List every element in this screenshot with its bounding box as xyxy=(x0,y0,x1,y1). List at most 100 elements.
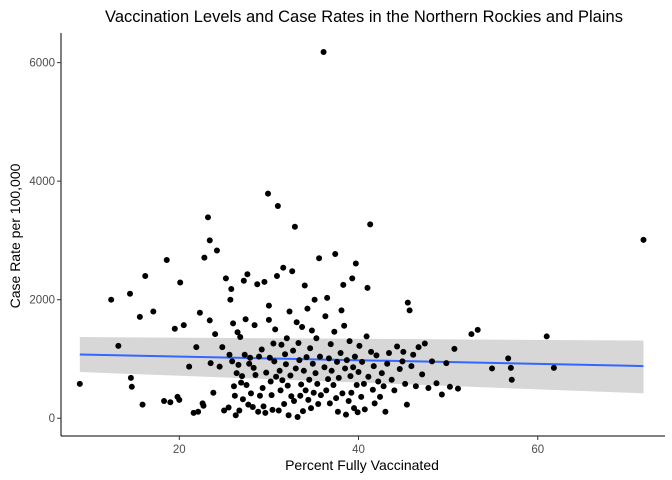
data-point xyxy=(314,380,321,387)
data-point xyxy=(244,271,251,278)
data-point xyxy=(225,404,232,411)
data-point xyxy=(285,412,292,419)
data-point xyxy=(308,405,315,412)
data-point xyxy=(297,392,304,399)
data-point xyxy=(280,264,287,271)
data-point xyxy=(241,351,248,358)
y-ticks: 0 2000 4000 6000 xyxy=(29,58,61,425)
data-point xyxy=(330,382,337,389)
data-point xyxy=(286,308,293,315)
data-point xyxy=(351,405,358,412)
data-point xyxy=(325,376,332,383)
data-point xyxy=(294,414,301,421)
data-point xyxy=(228,286,235,293)
data-point xyxy=(306,376,313,383)
data-point xyxy=(443,360,450,367)
data-point xyxy=(127,290,134,297)
data-point xyxy=(327,341,334,348)
data-point xyxy=(451,345,458,352)
data-point xyxy=(292,365,299,372)
data-point xyxy=(263,369,270,376)
data-point xyxy=(305,396,312,403)
data-point xyxy=(238,379,245,386)
data-point xyxy=(265,302,272,309)
data-point xyxy=(229,358,236,365)
data-point xyxy=(298,381,305,388)
data-point xyxy=(302,387,309,394)
data-point xyxy=(265,190,272,197)
data-point xyxy=(273,373,280,380)
data-point xyxy=(161,398,168,405)
data-point xyxy=(260,403,267,410)
data-point xyxy=(353,382,360,389)
data-point xyxy=(206,317,213,324)
y-tick-label: 6000 xyxy=(29,58,55,70)
data-point xyxy=(342,365,349,372)
data-point xyxy=(291,223,298,230)
data-point xyxy=(256,353,263,360)
data-point xyxy=(247,354,254,361)
data-point xyxy=(282,351,289,358)
data-point xyxy=(252,371,259,378)
data-point xyxy=(316,353,323,360)
data-point xyxy=(399,358,406,365)
data-point xyxy=(76,380,83,387)
data-point xyxy=(204,214,211,221)
data-point xyxy=(171,325,178,332)
data-point xyxy=(364,284,371,291)
data-point xyxy=(176,396,183,403)
data-point xyxy=(340,281,347,288)
data-point xyxy=(415,344,422,351)
data-point xyxy=(300,367,307,374)
data-point xyxy=(272,326,279,333)
data-point xyxy=(249,403,256,410)
data-point xyxy=(216,363,223,370)
data-point xyxy=(230,383,237,390)
data-point xyxy=(382,408,389,415)
data-point xyxy=(233,370,240,377)
data-point xyxy=(355,368,362,375)
data-point xyxy=(384,360,391,367)
data-point xyxy=(295,339,302,346)
data-point xyxy=(543,333,550,340)
data-point xyxy=(251,322,258,329)
data-point xyxy=(293,319,300,326)
data-point xyxy=(196,309,203,316)
chart-title: Vaccination Levels and Case Rates in the… xyxy=(105,8,623,26)
data-point xyxy=(338,307,345,314)
data-point xyxy=(406,307,413,314)
data-point xyxy=(267,378,274,385)
data-point xyxy=(207,360,214,367)
data-point xyxy=(352,260,359,267)
data-point xyxy=(402,380,409,387)
data-point xyxy=(265,316,272,323)
data-point xyxy=(243,382,250,389)
data-point xyxy=(289,268,296,275)
data-point xyxy=(283,335,290,342)
data-point xyxy=(396,366,403,373)
data-point xyxy=(404,299,411,306)
data-point xyxy=(258,346,265,353)
data-point xyxy=(239,373,246,380)
data-point xyxy=(246,360,253,367)
x-tick-label: 20 xyxy=(173,444,186,456)
data-point xyxy=(356,342,363,349)
data-point xyxy=(232,412,239,419)
data-point xyxy=(108,296,115,303)
data-point xyxy=(325,355,332,362)
data-point xyxy=(385,350,392,357)
data-point xyxy=(349,275,356,282)
data-point xyxy=(239,396,246,403)
data-point xyxy=(275,407,282,414)
data-point xyxy=(345,398,352,405)
data-point xyxy=(311,296,318,303)
y-tick-label: 4000 xyxy=(29,176,55,188)
data-point xyxy=(322,313,329,320)
data-point xyxy=(259,384,266,391)
data-point xyxy=(309,360,316,367)
data-point xyxy=(115,342,122,349)
data-point xyxy=(433,380,440,387)
x-tick-label: 40 xyxy=(352,444,365,456)
data-point xyxy=(221,407,228,414)
data-point xyxy=(271,358,278,365)
